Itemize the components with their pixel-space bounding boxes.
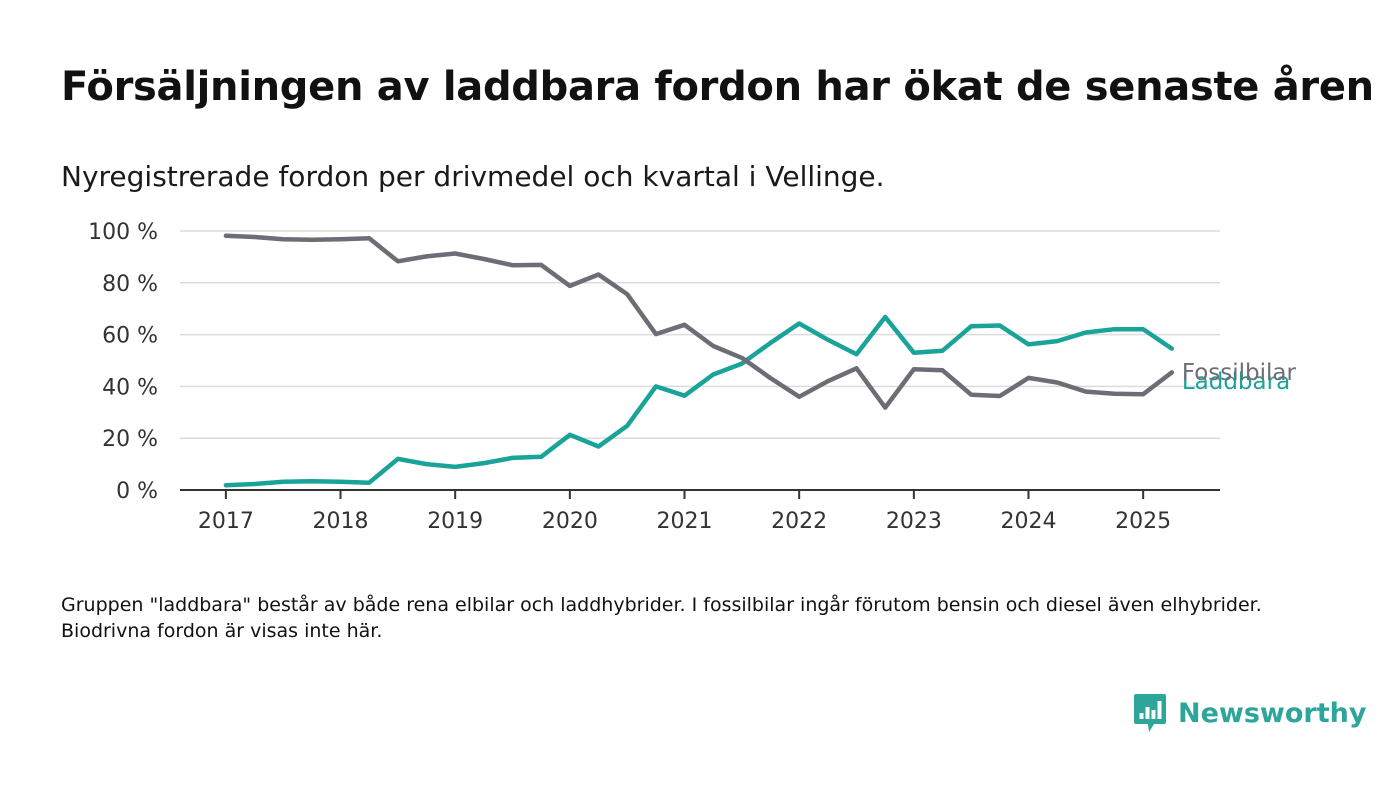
newsworthy-logo-icon <box>1134 694 1166 732</box>
y-tick-label: 80 % <box>102 272 158 297</box>
series-line-fossilbilar <box>223 233 1175 410</box>
x-tick-label: 2022 <box>771 509 827 534</box>
chart-subtitle: Nyregistrerade fordon per drivmedel och … <box>61 160 885 193</box>
y-tick-label: 40 % <box>102 375 158 400</box>
x-tick-label: 2023 <box>886 509 942 534</box>
series-label-fossilbilar: Fossilbilar <box>1182 360 1297 386</box>
series-line-laddbara <box>223 314 1175 488</box>
x-tick-label: 2017 <box>198 509 254 534</box>
brand-logo: Newsworthy <box>1133 692 1366 734</box>
line-chart: 0 % 20 % 40 % 60 % 80 % 100 % 2017 2018 2019 2020… <box>88 220 1297 534</box>
x-tick-label: 2025 <box>1115 509 1171 534</box>
chart-title: Försäljningen av laddbara fordon har öka… <box>61 64 1374 110</box>
brand-name: Newsworthy <box>1178 697 1367 729</box>
series-label-laddbara: Laddbara <box>1182 369 1290 395</box>
y-tick-label: 20 % <box>102 427 158 452</box>
chart-footnote: Gruppen "laddbara" består av både rena e… <box>61 594 1262 642</box>
y-tick-label: 100 % <box>88 220 158 245</box>
x-tick-label: 2018 <box>313 509 369 534</box>
axes: 0 % 20 % 40 % 60 % 80 % 100 % 2017 2018 2019 2020… <box>88 220 1220 534</box>
y-tick-label: 0 % <box>116 479 158 504</box>
y-tick-label: 60 % <box>102 324 158 349</box>
x-tick-label: 2020 <box>542 509 598 534</box>
series-lines <box>223 233 1175 488</box>
x-tick-label: 2024 <box>1001 509 1057 534</box>
x-tick-label: 2021 <box>657 509 713 534</box>
x-tick-label: 2019 <box>427 509 483 534</box>
